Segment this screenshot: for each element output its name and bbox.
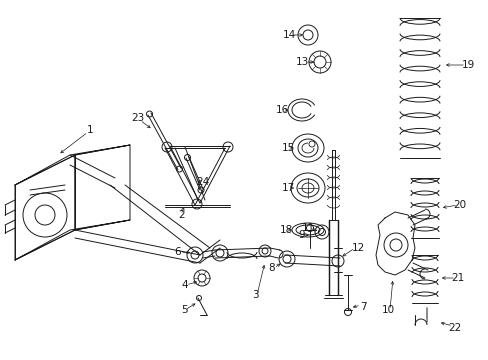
Text: 9: 9: [298, 230, 305, 240]
Text: 22: 22: [447, 323, 461, 333]
Text: 15: 15: [281, 143, 294, 153]
Text: 4: 4: [182, 280, 188, 290]
Text: 3: 3: [251, 290, 258, 300]
Text: 8: 8: [268, 263, 275, 273]
Text: 16: 16: [275, 105, 288, 115]
Text: 2: 2: [178, 210, 185, 220]
Text: 11: 11: [301, 223, 314, 233]
Text: 6: 6: [174, 247, 181, 257]
Text: 7: 7: [359, 302, 366, 312]
Text: 13: 13: [295, 57, 308, 67]
Text: 17: 17: [281, 183, 294, 193]
Text: 24: 24: [196, 177, 209, 187]
Text: 20: 20: [452, 200, 466, 210]
Text: 14: 14: [282, 30, 295, 40]
Text: 10: 10: [381, 305, 394, 315]
Text: 12: 12: [351, 243, 364, 253]
Text: 18: 18: [279, 225, 292, 235]
Text: 21: 21: [450, 273, 464, 283]
Text: 23: 23: [131, 113, 144, 123]
Text: 19: 19: [461, 60, 474, 70]
Text: 1: 1: [86, 125, 93, 135]
Text: 5: 5: [181, 305, 187, 315]
